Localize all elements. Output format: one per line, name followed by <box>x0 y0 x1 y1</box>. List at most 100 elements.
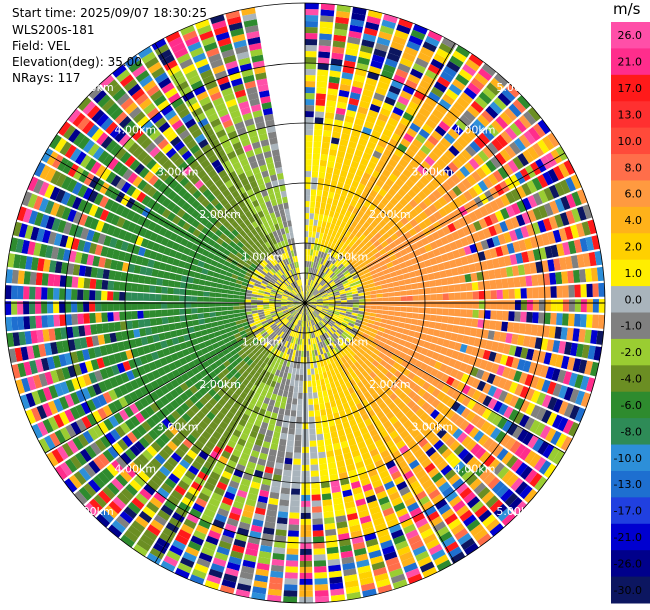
gate-cell <box>446 251 455 261</box>
gate-cell <box>203 541 217 552</box>
gate-cell <box>129 403 140 415</box>
gate-cell <box>328 270 334 277</box>
gate-cell <box>337 263 344 270</box>
gate-cell <box>519 168 531 182</box>
gate-cell <box>303 321 305 327</box>
gate-cell <box>305 315 307 321</box>
gate-cell <box>324 377 330 385</box>
gate-cell <box>397 188 407 198</box>
gate-cell <box>310 319 314 326</box>
gate-cell <box>181 412 192 423</box>
gate-cell <box>138 437 150 449</box>
gate-cell <box>53 233 63 246</box>
gate-cell <box>303 303 305 309</box>
gate-cell <box>458 193 468 205</box>
gate-cell <box>210 282 218 288</box>
gate-cell <box>233 294 240 299</box>
gate-cell <box>430 409 440 420</box>
gate-cell <box>18 223 28 238</box>
gate-cell <box>333 28 348 37</box>
gate-cell <box>489 320 497 330</box>
gate-cell <box>71 377 81 391</box>
gate-cell <box>115 515 130 529</box>
gate-cell <box>305 129 313 136</box>
gate-cell <box>296 307 301 312</box>
gate-cell <box>60 262 69 275</box>
gate-cell <box>311 255 315 262</box>
gate-cell <box>423 341 431 349</box>
gate-cell <box>432 424 443 435</box>
gate-cell <box>198 387 208 396</box>
gate-cell <box>361 244 369 252</box>
gate-cell <box>240 515 252 525</box>
gate-cell <box>409 507 423 518</box>
gate-cell <box>441 486 455 498</box>
gate-cell <box>448 284 455 293</box>
gate-cell <box>263 324 270 330</box>
gate-cell <box>272 406 280 414</box>
gate-cell <box>412 351 421 360</box>
gate-cell <box>434 344 443 353</box>
gate-cell <box>562 285 569 298</box>
gate-cell <box>354 117 365 127</box>
gate-cell <box>305 326 308 333</box>
gate-cell <box>369 286 376 292</box>
gate-cell <box>373 405 382 414</box>
gate-cell <box>252 444 262 453</box>
gate-cell <box>97 334 106 345</box>
gate-cell <box>337 200 344 208</box>
gate-cell <box>141 206 151 218</box>
gate-cell <box>333 293 340 296</box>
gate-cell <box>291 343 295 350</box>
gate-cell <box>152 242 161 252</box>
gate-cell <box>340 306 347 309</box>
gate-cell <box>343 495 354 504</box>
gate-cell <box>514 397 525 411</box>
gate-cell <box>565 193 577 209</box>
gate-cell <box>505 266 514 277</box>
gate-cell <box>452 325 460 334</box>
gate-cell <box>226 459 237 469</box>
gate-cell <box>300 362 304 369</box>
gate-cell <box>339 335 345 342</box>
gate-cell <box>355 389 363 397</box>
gate-cell <box>113 412 124 425</box>
gate-cell <box>153 224 162 234</box>
gate-cell <box>247 416 256 425</box>
gate-cell <box>431 130 443 142</box>
gate-cell <box>352 296 359 300</box>
gate-cell <box>219 502 232 512</box>
ray <box>46 303 305 467</box>
gate-cell <box>395 332 403 339</box>
gate-cell <box>317 285 323 291</box>
gate-cell <box>287 301 294 303</box>
gate-cell <box>409 218 418 228</box>
gate-cell <box>411 283 419 290</box>
gate-cell <box>537 119 551 135</box>
gate-cell <box>511 357 520 369</box>
gate-cell <box>253 580 268 589</box>
gate-cell <box>448 424 459 436</box>
gate-cell <box>314 367 319 375</box>
gate-cell <box>211 492 223 502</box>
gate-cell <box>227 439 237 449</box>
gate-cell <box>494 210 505 222</box>
gate-cell <box>38 343 47 357</box>
gate-cell <box>388 241 397 249</box>
gate-cell <box>423 356 432 365</box>
gate-cell <box>155 470 167 482</box>
gate-cell <box>59 234 69 248</box>
gate-cell <box>507 423 518 436</box>
gate-cell <box>382 64 396 74</box>
gate-cell <box>594 250 603 266</box>
gate-cell <box>294 440 302 447</box>
gate-cell <box>378 188 388 197</box>
gate-cell <box>309 307 314 312</box>
gate-cell <box>488 351 497 362</box>
gate-cell <box>203 291 210 297</box>
gate-cell <box>103 378 113 391</box>
gate-cell <box>319 245 324 252</box>
gate-cell <box>270 360 276 368</box>
gate-cell <box>243 275 251 281</box>
gate-cell <box>213 367 222 376</box>
